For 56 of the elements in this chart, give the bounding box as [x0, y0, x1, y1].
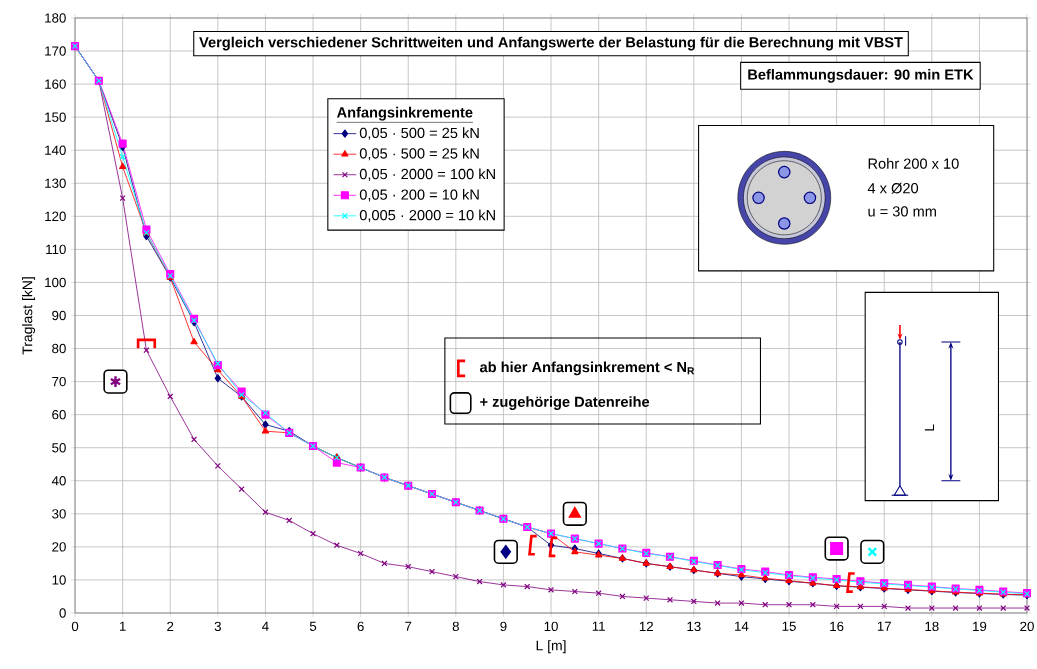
y-tick-label: 130 [45, 178, 66, 188]
y-tick-label: 30 [52, 509, 66, 519]
y-tick-label: 120 [45, 211, 66, 222]
x-tick-label: 12 [639, 621, 653, 631]
x-tick-label: 0 [71, 621, 79, 632]
y-tick-label: 90 [52, 310, 66, 321]
y-tick-label: 80 [52, 343, 66, 354]
y-tick-label: 100 [45, 277, 66, 288]
annotation: ab hier Anfangsinkrement < N$_{R}$ [480, 361, 695, 376]
y-tick-label: 150 [45, 112, 66, 122]
x-tick-label: 10 [544, 621, 558, 632]
legend-label: 0,05 · 500 = 25 kN [359, 147, 479, 161]
x-tick-label: 1 [119, 621, 126, 631]
x-tick-label: 6 [357, 621, 364, 632]
x-tick-label: 17 [877, 621, 891, 631]
x-tick-label: 3 [214, 621, 221, 632]
x-tick-label: 11 [592, 621, 605, 631]
x-tick-label: 13 [687, 621, 701, 632]
y-tick-label: 20 [52, 542, 66, 552]
y-tick-label: 140 [45, 145, 66, 155]
y-tick-label: 160 [45, 79, 66, 89]
y-tick-label: 40 [51, 476, 66, 486]
x-tick-label: 8 [452, 621, 459, 632]
x-tick-label: 15 [782, 621, 796, 631]
text: Vergleich verschiedener Schrittweiten und Anfangswerte der Belastung für die Berechnung mit VBST [199, 36, 903, 51]
annotation: + zugehörige Datenreihe [480, 396, 650, 410]
y-tick-label: 50 [52, 443, 66, 453]
annotation: L [924, 424, 935, 431]
x-axis-title: L [m] [536, 640, 566, 654]
x-tick-label: 16 [830, 621, 844, 632]
x-tick-label: 19 [973, 621, 987, 632]
y-tick-label: 180 [45, 13, 66, 23]
annotation: 4 x Ø20 [867, 182, 919, 194]
y-tick-label: 10 [52, 575, 66, 585]
annotation: u = 30 mm [868, 206, 936, 217]
x-tick-label: 18 [925, 621, 939, 632]
y-tick-label: 70 [52, 376, 66, 387]
x-tick-label: 5 [309, 621, 317, 631]
y-axis-title: Traglast [kN] [22, 277, 36, 355]
legend-label: 0,005 · 2000 = 10 kN [359, 209, 495, 223]
y-tick-label: 110 [46, 244, 66, 255]
x-tick-label: 4 [262, 621, 269, 631]
x-tick-label: 7 [405, 621, 412, 631]
x-tick-label: 20 [1020, 621, 1034, 632]
legend-label: 0,05 · 500 = 25 kN [359, 127, 479, 140]
legend-label: 0,05 · 2000 = 100 kN [359, 168, 495, 181]
annotation: Rohr 200 x 10 [868, 158, 959, 169]
legend-title: Anfangsinkremente [336, 106, 473, 121]
y-tick-label: 60 [52, 409, 66, 420]
y-tick-label: 170 [45, 46, 66, 56]
legend-label: 0,05 · 200 = 10 kN [359, 189, 479, 202]
y-tick-label: 0 [59, 608, 66, 618]
x-tick-label: 14 [735, 621, 749, 631]
x-tick-label: 2 [167, 621, 174, 631]
annotation: Beflammungsdauer: 90 min ETK [748, 68, 974, 83]
x-tick-label: 9 [500, 621, 507, 632]
